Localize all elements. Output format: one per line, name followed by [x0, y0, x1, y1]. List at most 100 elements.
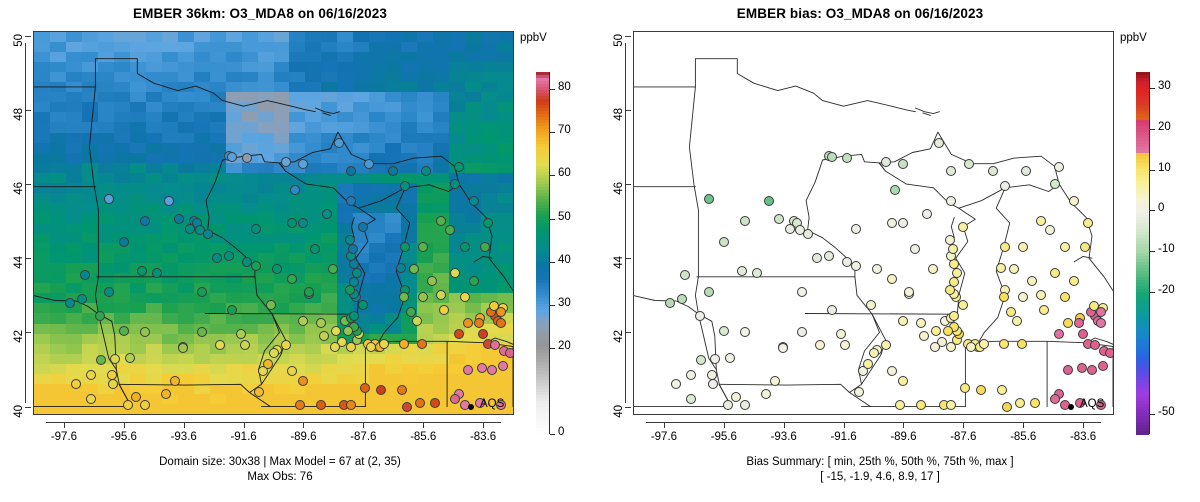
bias-point [947, 244, 958, 254]
observation-point [401, 402, 412, 413]
bias-point [898, 316, 909, 327]
observation-point [235, 329, 246, 340]
observation-point [169, 375, 180, 386]
bias-point [1009, 264, 1020, 275]
x-axis-line [646, 422, 1101, 423]
map-bias[interactable]: AQS [633, 31, 1114, 415]
observation-point [280, 340, 291, 351]
bias-point [997, 384, 1008, 395]
bias-point [1087, 364, 1097, 375]
bias-point [769, 375, 780, 386]
observation-point [439, 305, 450, 316]
bias-point [964, 158, 975, 169]
observation-point [298, 158, 309, 169]
bias-point [1049, 394, 1060, 405]
bias-point [850, 260, 861, 271]
observation-point [349, 277, 360, 288]
observation-point [331, 325, 342, 336]
x-tick [483, 422, 485, 428]
bias-point [814, 340, 825, 351]
observation-point [160, 388, 171, 399]
observation-point [262, 358, 273, 369]
bias-point [796, 327, 807, 338]
colorbar-tick [1150, 291, 1155, 293]
observation-point [79, 269, 90, 280]
y-tick [625, 258, 631, 260]
colorbar-tick-label: 40 [558, 253, 571, 266]
bias-point [1073, 318, 1084, 329]
bias-point [998, 338, 1009, 349]
y-tick-label: 48 [13, 107, 25, 121]
caption-bias-line2: [ -15, -1.9, 4.6, 8.9, 17 ] [820, 471, 940, 483]
observation-point [460, 292, 471, 303]
bias-point [1090, 340, 1100, 351]
colorbar-tick-label: 30 [558, 296, 571, 309]
y-tick-label: 46 [613, 182, 625, 195]
bias-point [898, 158, 909, 169]
bias-point [1079, 242, 1090, 253]
bias-point [934, 138, 945, 149]
x-tick-label: -95.6 [710, 431, 737, 443]
colorbar-tick [550, 434, 555, 435]
map-model[interactable]: AQS [33, 31, 514, 415]
observation-point [139, 399, 150, 410]
observation-point [286, 366, 297, 377]
bias-point [1054, 329, 1065, 340]
bias-point [739, 216, 750, 227]
observation-point [202, 229, 213, 240]
colorbar-title: ppbV [520, 32, 547, 44]
observation-point [310, 244, 321, 254]
bias-point [1027, 275, 1038, 286]
observation-point [418, 292, 429, 303]
observation-point [286, 218, 297, 228]
bias-point [835, 329, 846, 340]
aqs-observation-points-model [34, 32, 513, 414]
observation-point [223, 251, 234, 262]
page-title-model: EMBER 36km: O3_MDA8 on 06/16/2023 [133, 6, 387, 21]
bias-point [886, 273, 897, 284]
panel-bias: EMBER bias: O3_MDA8 on 06/16/2023 AQS -9… [600, 0, 1200, 502]
caption-model-line1: Domain size: 30x38 | Max Model = 67 at (… [159, 456, 401, 468]
observation-point [497, 360, 508, 371]
observation-point [108, 378, 119, 389]
bias-point [1069, 195, 1080, 206]
bias-point [841, 256, 852, 267]
observation-point [454, 162, 465, 173]
observation-point [398, 338, 409, 349]
observation-point [96, 355, 107, 366]
bias-point [773, 214, 784, 225]
observation-point [346, 195, 357, 206]
observation-point [109, 354, 120, 365]
colorbar-tick-label: -10 [1158, 243, 1175, 255]
bias-point [784, 223, 795, 234]
observation-point [123, 399, 134, 410]
bias-point [676, 294, 687, 304]
observation-point [488, 301, 499, 312]
observation-point [406, 307, 417, 317]
colorbar-tick-label: 0 [558, 426, 565, 438]
aqs-bias-points [634, 32, 1113, 414]
bias-point [946, 195, 957, 206]
y-tick-label: 42 [13, 330, 25, 344]
y-tick-label: 46 [13, 182, 25, 195]
observation-point [469, 195, 480, 206]
colorbar-tick [550, 304, 555, 306]
observation-point [118, 236, 129, 247]
y-axis-line [25, 43, 26, 403]
observation-point [344, 234, 355, 245]
observation-point [337, 336, 348, 347]
x-tick [63, 422, 65, 428]
observation-point [460, 242, 471, 253]
bias-point [979, 338, 990, 349]
panel-model: EMBER 36km: O3_MDA8 on 06/16/2023 AQS -9… [13, 6, 571, 483]
observation-point [415, 397, 426, 408]
observation-point [265, 299, 276, 310]
observation-point [85, 370, 96, 381]
observation-point [329, 342, 340, 353]
observation-point [445, 225, 456, 236]
bias-point [1060, 292, 1071, 303]
bias-point [811, 253, 822, 264]
observation-point [316, 399, 327, 410]
x-tick [963, 422, 965, 428]
bias-point [664, 297, 675, 308]
